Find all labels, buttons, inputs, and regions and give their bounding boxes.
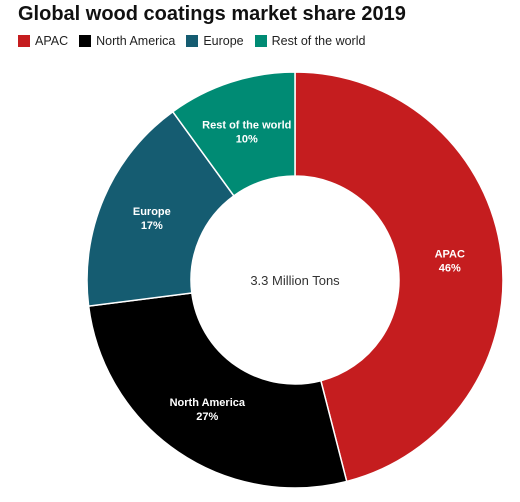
slice-name-north-america: North America — [170, 397, 246, 409]
slice-north-america — [87, 292, 348, 489]
slice-name-rest-of-the-world: Rest of the world — [202, 120, 291, 132]
slice-value-europe: 17% — [141, 220, 163, 232]
slice-label-north-america: North America 27% — [170, 397, 246, 423]
legend: APAC North America Europe Rest of the wo… — [18, 33, 376, 49]
legend-swatch-apac — [18, 35, 30, 47]
slice-name-europe: Europe — [133, 206, 171, 218]
slice-apac — [294, 71, 504, 483]
chart-title: Global wood coatings market share 2019 — [18, 3, 406, 25]
legend-item-rest-of-the-world: Rest of the world — [254, 34, 366, 48]
legend-item-north-america: North America — [79, 34, 175, 48]
legend-label-europe: Europe — [203, 34, 244, 48]
legend-label-rest-of-the-world: Rest of the world — [271, 34, 366, 48]
slice-label-europe: Europe 17% — [133, 206, 171, 232]
legend-swatch-europe — [186, 35, 199, 47]
slice-europe — [86, 110, 235, 307]
slice-value-north-america: 27% — [196, 411, 218, 423]
slice-rest-of-the-world — [171, 71, 296, 197]
legend-item-apac: APAC — [18, 34, 68, 48]
slice-value-rest-of-the-world: 10% — [236, 134, 258, 146]
legend-swatch-north-america — [79, 35, 92, 47]
slice-label-rest-of-the-world: Rest of the world 10% — [202, 120, 291, 146]
slice-name-apac: APAC — [435, 248, 465, 260]
legend-swatch-rest-of-the-world — [254, 35, 267, 47]
slice-label-apac: APAC 46% — [435, 248, 465, 274]
center-total-label: 3.3 Million Tons — [250, 273, 340, 288]
legend-item-europe: Europe — [186, 34, 244, 48]
slice-value-apac: 46% — [439, 262, 461, 274]
legend-label-apac: APAC — [35, 34, 69, 48]
legend-label-north-america: North America — [96, 34, 176, 48]
